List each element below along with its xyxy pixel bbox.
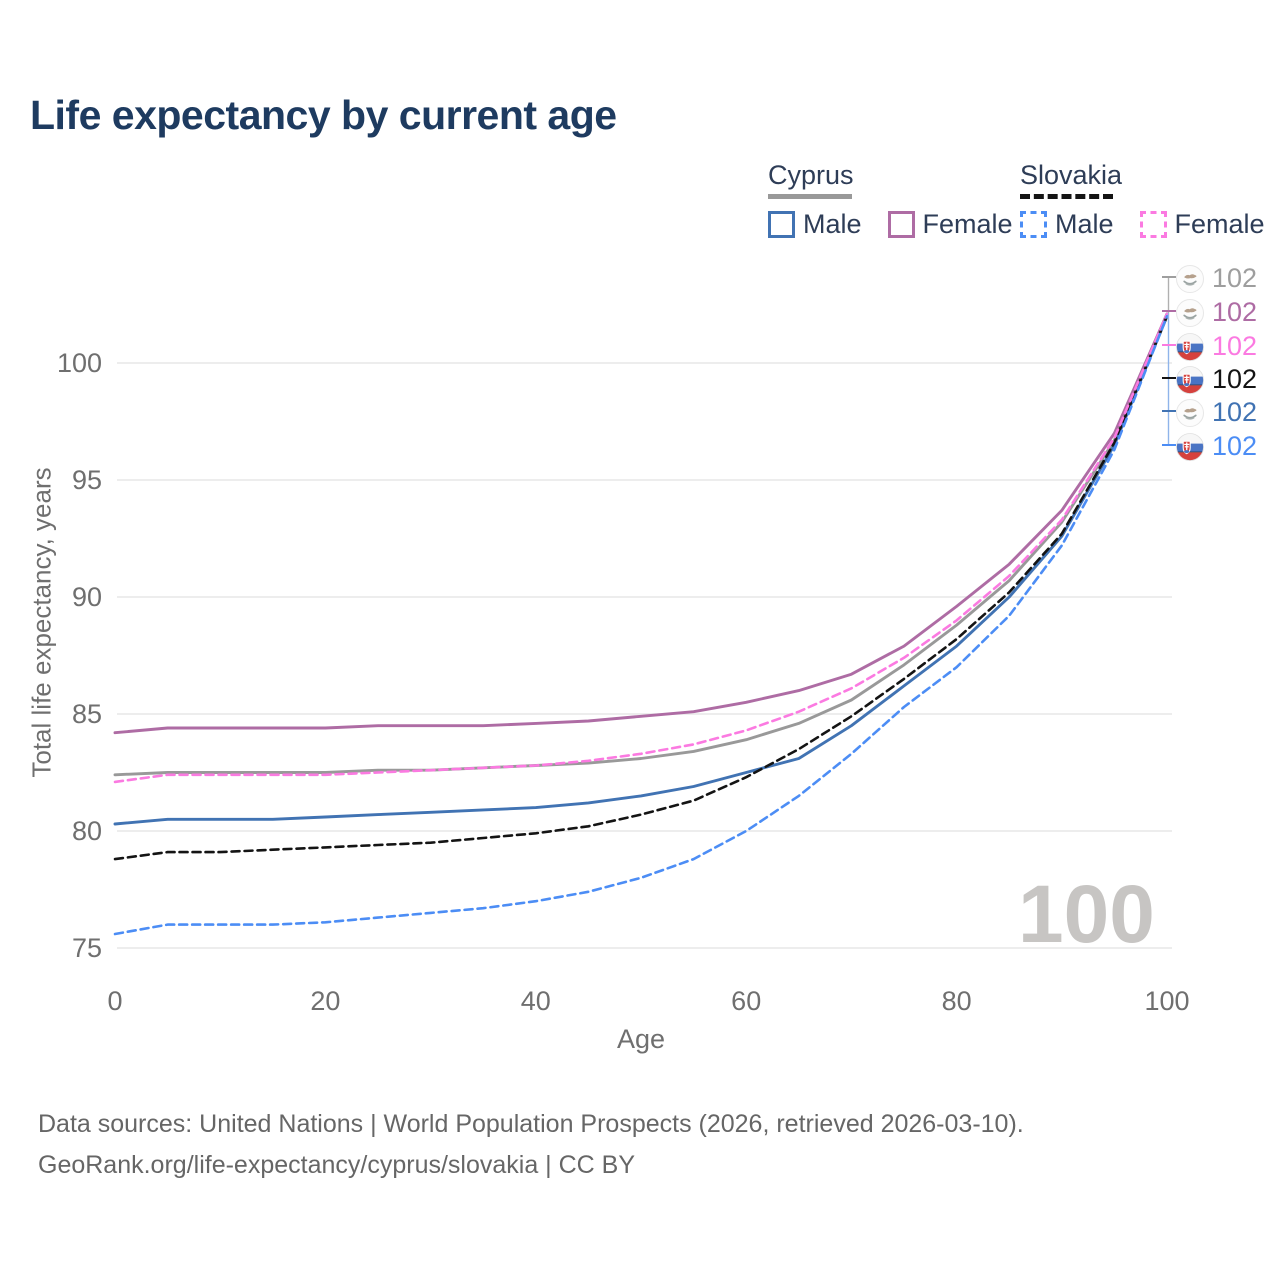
legend-country-cyprus[interactable]: Cyprus xyxy=(768,160,854,190)
legend-item-slovakia-male[interactable]: Male xyxy=(1020,209,1114,240)
end-label-row-cyprus-4: 102 xyxy=(1176,397,1257,428)
series-line-slovakia-male[interactable] xyxy=(113,314,1169,936)
x-axis-title: Age xyxy=(617,1024,665,1054)
end-label-row-slovakia-3: 102 xyxy=(1176,364,1257,395)
end-label-row-slovakia-2: 102 xyxy=(1176,331,1257,362)
y-tick-label-95: 95 xyxy=(72,465,102,495)
legend-label-slovakia-female[interactable]: Female xyxy=(1174,209,1265,239)
end-label-row-slovakia-5: 102 xyxy=(1176,431,1257,462)
series-line-cyprus-female[interactable] xyxy=(113,312,1169,735)
y-tick-label-85: 85 xyxy=(72,699,102,729)
end-label-value: 102 xyxy=(1212,397,1258,427)
cyprus-solid-line-swatch xyxy=(768,194,852,199)
x-tick-label-0: 0 xyxy=(107,986,122,1016)
end-label-value: 102 xyxy=(1212,331,1258,361)
slovakia-flag-icon xyxy=(1176,365,1204,394)
end-label-row-cyprus-0: 102 xyxy=(1176,263,1257,294)
series-line-cyprus-male[interactable] xyxy=(113,314,1169,826)
y-tick-label-75: 75 xyxy=(72,933,102,963)
cyprus-female-swatch-icon[interactable] xyxy=(887,211,915,238)
x-tick-label-80: 80 xyxy=(942,986,972,1016)
slovakia-dashed-line-swatch xyxy=(1020,194,1113,199)
end-label-value: 102 xyxy=(1212,263,1258,293)
legend-country-slovakia[interactable]: Slovakia xyxy=(1020,160,1123,190)
legend-group-slovakia: Slovakia Male Female xyxy=(1020,160,1280,240)
cyprus-flag-icon xyxy=(1176,398,1204,427)
y-tick-label-100: 100 xyxy=(57,348,102,378)
legend-label-slovakia-male[interactable]: Male xyxy=(1055,209,1114,239)
slovakia-female-swatch-icon[interactable] xyxy=(1139,211,1167,238)
cyprus-flag-icon xyxy=(1176,264,1204,293)
x-tick-label-40: 40 xyxy=(521,986,551,1016)
x-tick-label-20: 20 xyxy=(310,986,340,1016)
y-axis-title: Total life expectancy, years xyxy=(26,467,57,778)
footer-source-line-2: GeoRank.org/life-expectancy/cyprus/slova… xyxy=(38,1151,636,1179)
series-line-cyprus-both-sexes[interactable] xyxy=(113,312,1169,777)
slovakia-flag-icon xyxy=(1176,432,1204,461)
legend-label-cyprus-female[interactable]: Female xyxy=(922,209,1013,239)
end-label-value: 102 xyxy=(1212,364,1258,394)
footer-source-line-1: Data sources: United Nations | World Pop… xyxy=(38,1110,1024,1138)
legend-label-cyprus-male[interactable]: Male xyxy=(803,209,862,239)
slovakia-male-swatch-icon[interactable] xyxy=(1020,211,1047,238)
cyprus-flag-icon xyxy=(1176,298,1204,327)
series-line-slovakia-female[interactable] xyxy=(113,312,1169,784)
end-label-value: 102 xyxy=(1212,431,1258,461)
legend-item-slovakia-female[interactable]: Female xyxy=(1139,209,1265,240)
page-title: Life expectancy by current age xyxy=(30,92,617,138)
footer-sources: Data sources: United Nations | World Pop… xyxy=(38,1104,1024,1186)
series-line-slovakia-both-sexes[interactable] xyxy=(113,314,1169,861)
y-tick-label-90: 90 xyxy=(72,582,102,612)
legend-item-cyprus-male[interactable]: Male xyxy=(768,209,862,240)
watermark-text: 100 xyxy=(1018,869,1155,960)
x-tick-label-60: 60 xyxy=(731,986,761,1016)
end-label-row-cyprus-1: 102 xyxy=(1176,297,1257,328)
slovakia-flag-icon xyxy=(1176,332,1204,361)
legend-group-cyprus: Cyprus Male Female xyxy=(768,160,1039,240)
legend-item-cyprus-female[interactable]: Female xyxy=(887,209,1013,240)
cyprus-male-swatch-icon[interactable] xyxy=(768,211,795,238)
end-label-value: 102 xyxy=(1212,297,1258,327)
y-tick-label-80: 80 xyxy=(72,816,102,846)
x-tick-label-100: 100 xyxy=(1144,986,1189,1016)
